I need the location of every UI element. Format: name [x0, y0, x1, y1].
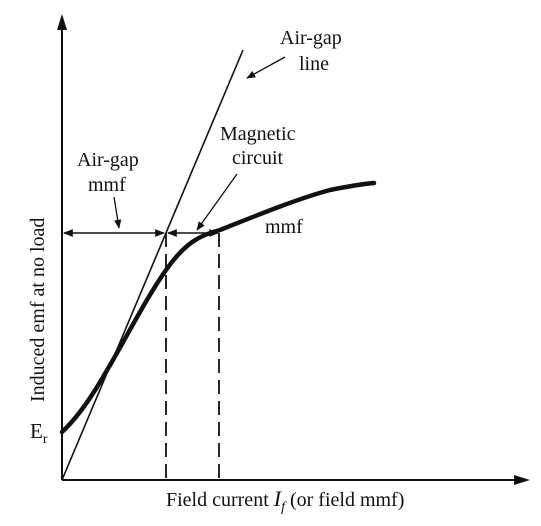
er-main: E [30, 419, 43, 443]
air-gap-line [61, 49, 244, 481]
x-axis-arrowhead [514, 475, 530, 485]
er-subscript: r [43, 432, 48, 447]
air-gap-mmf-label-1: Air-gap [77, 149, 139, 171]
y-axis-arrowhead [57, 14, 67, 30]
magnetization-curve [59, 180, 377, 435]
air-gap-mmf-label-2: mmf [88, 174, 126, 196]
x-axis-suffix: (or field mmf) [285, 489, 404, 511]
mmf-label: mmf [265, 216, 303, 238]
x-axis-subscript: f [281, 500, 287, 515]
x-axis-label: Field current If (or field mmf) [166, 486, 404, 515]
air-gap-line-label-1: Air-gap [280, 27, 342, 49]
magnetic-circuit-label-1: Magnetic [220, 123, 296, 145]
er-label: Er [30, 419, 48, 447]
air-gap-mmf-leader [113, 196, 122, 229]
magnetic-circuit-leader [196, 173, 238, 231]
x-axis-prefix: Field current [166, 489, 274, 511]
x-axis-symbol: I [273, 486, 283, 511]
air-gap-line-leader [246, 56, 286, 79]
magnetic-circuit-label-2: circuit [232, 147, 284, 169]
y-axis-label: Induced emf at no load [27, 218, 49, 402]
air-gap-line-label-2: line [299, 53, 329, 75]
